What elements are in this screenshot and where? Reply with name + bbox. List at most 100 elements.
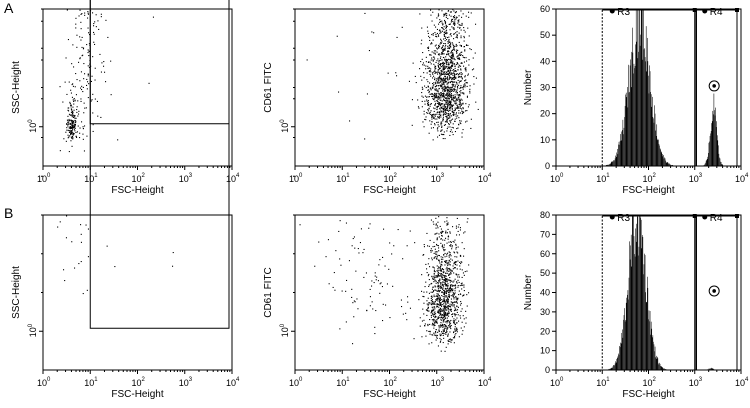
scatter-point — [429, 61, 431, 63]
scatter-point — [448, 279, 450, 281]
scatter-point — [456, 35, 458, 37]
scatter-point — [459, 58, 461, 60]
scatter-point — [438, 311, 440, 313]
scatter-point — [452, 305, 454, 307]
scatter-point — [454, 102, 456, 104]
scatter-point — [454, 120, 456, 122]
scatter-point — [442, 317, 444, 319]
scatter-point — [438, 134, 440, 136]
scatter-point — [74, 86, 76, 88]
scatter-point — [87, 17, 89, 19]
scatter-point — [71, 63, 73, 65]
scatter-point — [439, 316, 441, 318]
scatter-point — [345, 222, 347, 224]
scatter-point — [449, 71, 451, 73]
scatter-point — [453, 63, 455, 65]
scatter-point — [101, 62, 103, 64]
scatter-point — [451, 246, 453, 248]
scatter-point — [433, 97, 435, 99]
scatter-point — [451, 62, 453, 64]
scatter-point — [447, 105, 449, 107]
scatter-point — [441, 73, 443, 75]
histogram-bin — [664, 157, 665, 166]
scatter-point — [438, 233, 440, 235]
scatter-point — [429, 54, 431, 56]
scatter-point — [426, 232, 428, 234]
scatter-point — [453, 27, 455, 29]
scatter-point — [460, 90, 462, 92]
scatter-point — [439, 29, 441, 31]
x-tick-exponent: 3 — [441, 377, 445, 383]
scatter-point — [428, 89, 430, 91]
scatter-point — [443, 316, 445, 318]
scatter-point — [463, 57, 465, 59]
scatter-point — [453, 38, 455, 40]
scatter-point — [100, 116, 102, 118]
scatter-point — [439, 107, 441, 109]
scatter-point — [445, 115, 447, 117]
scatter-point — [437, 295, 439, 297]
y-tick-label: 0 — [545, 365, 550, 375]
scatter-point — [453, 114, 455, 116]
scatter-point — [72, 129, 74, 131]
x-tick-label: 10 — [132, 378, 142, 388]
scatter-point — [444, 21, 446, 23]
scatter-point — [445, 291, 447, 293]
scatter-point — [457, 55, 459, 57]
scatter-point — [328, 283, 330, 285]
scatter-point — [453, 81, 455, 83]
scatter-point — [439, 80, 441, 82]
scatter-point — [75, 135, 77, 137]
scatter-point — [451, 89, 453, 91]
scatter-point — [444, 23, 446, 25]
scatter-point — [439, 68, 441, 70]
x-tick-exponent: 0 — [47, 377, 51, 383]
scatter-point — [437, 34, 439, 36]
scatter-point — [444, 77, 446, 79]
scatter-point — [444, 85, 446, 87]
x-tick-label: 10 — [179, 174, 189, 184]
x-tick-label: 10 — [84, 378, 94, 388]
y-axis-label: Number — [523, 69, 534, 105]
scatter-point — [443, 86, 445, 88]
scatter-point — [67, 109, 69, 111]
scatter-point — [445, 230, 447, 232]
scatter-point — [443, 111, 445, 113]
scatter-point — [428, 70, 430, 72]
scatter-point — [456, 301, 458, 303]
scatter-point — [422, 62, 424, 64]
scatter-point — [351, 288, 353, 290]
scatter-point — [453, 58, 455, 60]
scatter-point — [427, 67, 429, 69]
histogram-bin — [629, 65, 631, 166]
scatter-point — [443, 324, 445, 326]
histogram-bin — [712, 110, 714, 166]
scatter-point — [449, 331, 451, 333]
scatter-point — [445, 324, 447, 326]
scatter-point — [457, 74, 459, 76]
scatter-point — [432, 33, 434, 35]
scatter-point — [435, 26, 437, 28]
histogram-bin — [667, 162, 669, 166]
scatter-point — [466, 270, 468, 272]
scatter-point — [439, 289, 441, 291]
histogram-bin — [659, 145, 660, 166]
scatter-point — [434, 86, 436, 88]
histogram-bin — [715, 127, 717, 166]
histogram-bin — [709, 141, 710, 166]
scatter-point — [423, 254, 425, 256]
scatter-point — [427, 308, 429, 310]
scatter-point — [438, 93, 440, 95]
scatter-point — [464, 31, 466, 33]
plot-frame — [42, 214, 233, 371]
scatter-point — [436, 303, 438, 305]
scatter-point — [443, 15, 445, 17]
scatter-point — [443, 244, 445, 246]
scatter-point — [449, 94, 451, 96]
y-tick-label: 70 — [540, 229, 550, 239]
scatter-point — [463, 29, 465, 31]
scatter-point — [438, 309, 440, 311]
scatter-point — [442, 274, 444, 276]
scatter-point — [440, 129, 442, 131]
scatter-point — [445, 71, 447, 73]
